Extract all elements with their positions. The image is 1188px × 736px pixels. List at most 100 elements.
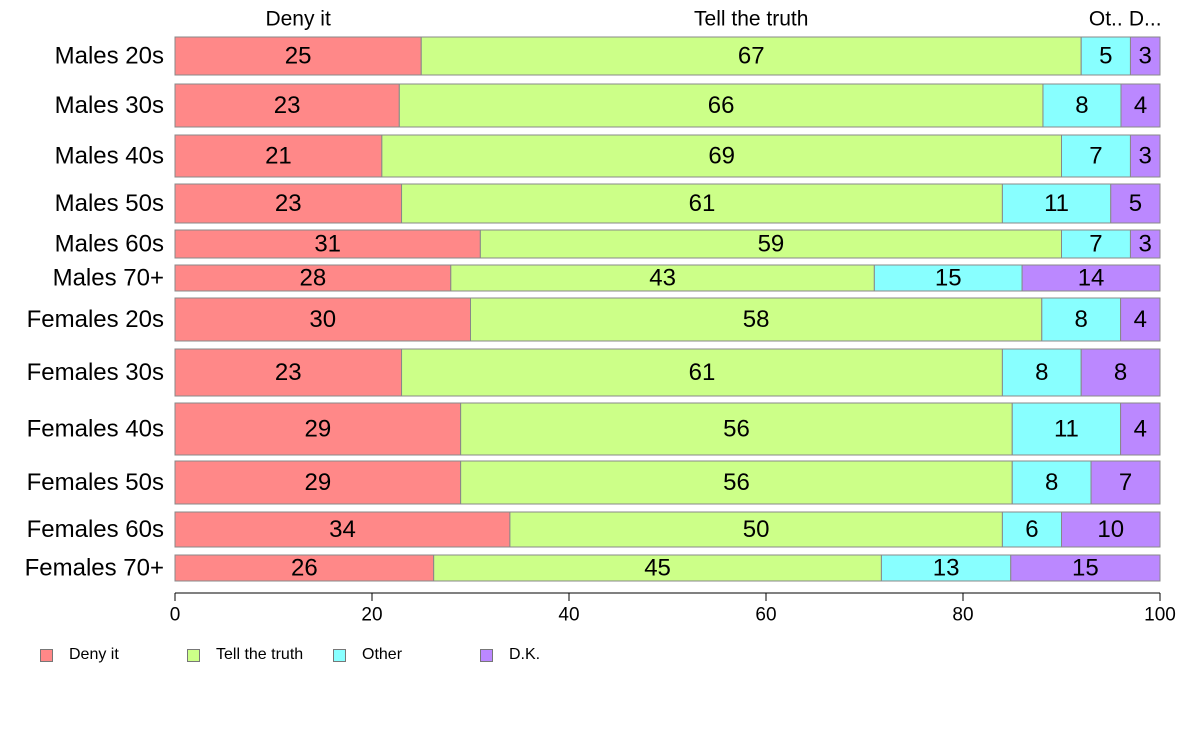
bar-females-70-d-k: [1010, 554, 1161, 582]
bar-males-60s-other: [1061, 229, 1131, 259]
data-label-males-70-d-k: 14: [1078, 265, 1105, 292]
bar-females-50s-other: [1011, 460, 1092, 505]
legend-item-dk: D.K.: [480, 645, 540, 665]
x-tick-label-40: 40: [558, 605, 579, 626]
data-label-females-40s-tell-the-truth: 56: [723, 416, 750, 443]
data-label-males-20s-tell-the-truth: 67: [738, 43, 765, 70]
data-label-females-70-other: 13: [933, 555, 960, 582]
x-tick-label-20: 20: [361, 605, 382, 626]
category-label-females-20s: Females 20s: [27, 306, 164, 333]
x-tick-label-80: 80: [952, 605, 973, 626]
bar-males-70-d-k: [1021, 264, 1161, 292]
data-label-females-20s-tell-the-truth: 58: [743, 306, 770, 333]
bar-males-30s-other: [1042, 83, 1122, 128]
data-label-females-70-deny-it: 26: [291, 555, 318, 582]
data-label-males-60s-other: 7: [1089, 231, 1102, 258]
bar-males-50s-tell-the-truth: [401, 183, 1003, 224]
data-label-males-40s-d-k: 3: [1139, 143, 1152, 170]
bar-females-70-other: [880, 554, 1012, 582]
data-label-males-40s-other: 7: [1089, 143, 1102, 170]
category-label-males-70: Males 70+: [53, 265, 164, 292]
column-label-tell-the-truth: Tell the truth: [694, 8, 808, 31]
legend-item-deny-it: Deny it: [40, 645, 119, 665]
data-label-males-30s-other: 8: [1075, 92, 1088, 119]
category-label-females-60s: Females 60s: [27, 516, 164, 543]
bar-males-20s-other: [1080, 36, 1131, 76]
data-label-females-20s-deny-it: 30: [309, 306, 336, 333]
data-label-females-60s-d-k: 10: [1097, 516, 1124, 543]
category-label-females-70: Females 70+: [25, 555, 164, 582]
bar-males-30s-deny-it: [174, 83, 400, 128]
legend-item-other: Other: [333, 645, 402, 665]
data-label-males-60s-d-k: 3: [1139, 231, 1152, 258]
data-label-females-20s-d-k: 4: [1134, 306, 1147, 333]
data-label-males-20s-d-k: 3: [1139, 43, 1152, 70]
bar-females-30s-d-k: [1080, 348, 1161, 397]
category-label-males-60s: Males 60s: [55, 231, 164, 258]
data-label-females-70-tell-the-truth: 45: [644, 555, 671, 582]
bar-males-60s-d-k: [1129, 229, 1161, 259]
data-label-males-40s-deny-it: 21: [265, 143, 292, 170]
data-label-females-60s-deny-it: 34: [329, 516, 356, 543]
bar-females-40s-d-k: [1120, 402, 1161, 456]
data-label-males-60s-deny-it: 31: [314, 231, 341, 258]
data-label-males-70-other: 15: [935, 265, 962, 292]
category-label-males-50s: Males 50s: [55, 190, 164, 217]
bar-females-40s-tell-the-truth: [460, 402, 1013, 456]
data-label-males-40s-tell-the-truth: 69: [708, 143, 735, 170]
data-label-females-50s-d-k: 7: [1119, 469, 1132, 496]
x-tick-label-60: 60: [755, 605, 776, 626]
bar-females-20s-deny-it: [174, 297, 471, 342]
data-label-males-30s-d-k: 4: [1134, 92, 1147, 119]
x-tick-label-0: 0: [170, 605, 181, 626]
bar-males-40s-tell-the-truth: [381, 134, 1063, 178]
bar-females-70-tell-the-truth: [433, 554, 882, 582]
bar-females-60s-d-k: [1061, 511, 1161, 548]
x-tick-label-100: 100: [1144, 605, 1176, 626]
legend-swatch-dk: [480, 648, 493, 662]
data-label-females-40s-deny-it: 29: [304, 416, 331, 443]
bar-females-40s-other: [1011, 402, 1122, 456]
data-label-females-30s-other: 8: [1035, 359, 1048, 386]
bar-females-30s-other: [1001, 348, 1082, 397]
bar-males-70-other: [873, 264, 1023, 292]
data-label-males-20s-other: 5: [1099, 43, 1112, 70]
data-label-females-30s-tell-the-truth: 61: [689, 359, 716, 386]
data-label-females-50s-deny-it: 29: [304, 469, 331, 496]
data-label-males-50s-deny-it: 23: [275, 190, 302, 217]
bar-males-40s-d-k: [1129, 134, 1161, 178]
legend-label-deny-it: Deny it: [69, 646, 119, 663]
bar-males-40s-deny-it: [174, 134, 383, 178]
data-label-males-30s-tell-the-truth: 66: [708, 92, 735, 119]
data-label-males-50s-d-k: 5: [1129, 190, 1142, 217]
legend-item-tell-the-truth: Tell the truth: [187, 645, 303, 665]
legend-label-other: Other: [362, 646, 403, 663]
legend-swatch-deny-it: [40, 648, 53, 662]
bar-males-50s-deny-it: [174, 183, 403, 224]
bar-males-60s-tell-the-truth: [479, 229, 1063, 259]
bar-males-60s-deny-it: [174, 229, 481, 259]
data-label-females-50s-tell-the-truth: 56: [723, 469, 750, 496]
data-label-females-30s-d-k: 8: [1114, 359, 1127, 386]
category-label-females-50s: Females 50s: [27, 469, 164, 496]
data-label-females-70-d-k: 15: [1072, 555, 1099, 582]
data-label-females-40s-d-k: 4: [1134, 416, 1147, 443]
bar-males-70-tell-the-truth: [450, 264, 875, 292]
bar-females-50s-tell-the-truth: [460, 460, 1013, 505]
bar-females-60s-other: [1001, 511, 1063, 548]
legend-swatch-tell-the-truth: [187, 648, 200, 662]
data-label-females-60s-tell-the-truth: 50: [743, 516, 770, 543]
bar-males-50s-d-k: [1110, 183, 1161, 224]
bar-females-60s-tell-the-truth: [509, 511, 1003, 548]
legend-swatch-other: [333, 648, 346, 662]
data-label-females-60s-other: 6: [1025, 516, 1038, 543]
data-label-males-50s-other: 11: [1044, 190, 1069, 217]
category-label-males-40s: Males 40s: [55, 143, 164, 170]
data-label-males-70-deny-it: 28: [300, 265, 327, 292]
bar-males-20s-deny-it: [174, 36, 422, 76]
legend-label-tell-the-truth: Tell the truth: [216, 646, 304, 663]
bar-males-30s-tell-the-truth: [398, 83, 1044, 128]
bar-females-20s-other: [1041, 297, 1122, 342]
bar-females-60s-deny-it: [174, 511, 511, 548]
